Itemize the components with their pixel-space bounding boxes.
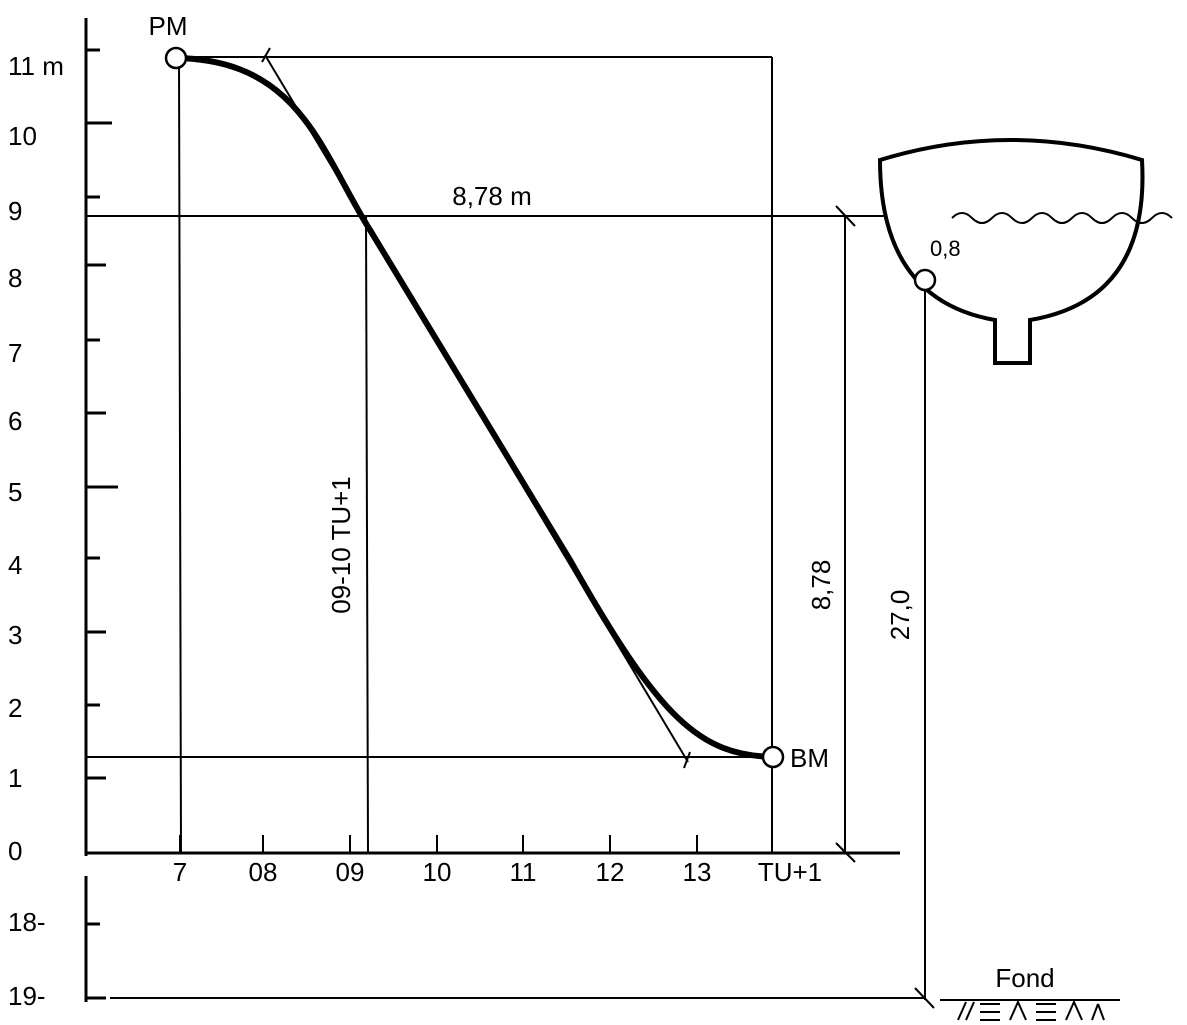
y-tick-label: 0: [8, 836, 22, 866]
y-tick-label: 18-: [8, 907, 46, 937]
annotation: 27,0: [885, 590, 915, 641]
annotation: 8,78 m: [452, 181, 532, 211]
y-tick-label: 7: [8, 338, 22, 368]
y-tick-label: 4: [8, 550, 22, 580]
x-tick-label: 13: [683, 857, 712, 887]
seabed: [940, 999, 1120, 1021]
draft-point: [913, 268, 937, 292]
point-label: PM: [149, 11, 188, 41]
annotation: 8,78: [806, 560, 836, 611]
y-tick-label: 19-: [8, 981, 46, 1011]
x-tick-label: 12: [596, 857, 625, 887]
annotation: Fond: [995, 963, 1054, 993]
point-label: BM: [790, 743, 829, 773]
tide-curve: [175, 55, 774, 760]
annotation: 0,8: [930, 236, 961, 261]
y-tick-label: 9: [8, 196, 22, 226]
x-tick-label: 10: [423, 857, 452, 887]
y-tick-label: 3: [8, 620, 22, 650]
x-ticks: 7 08 09 10 11 12 13 TU+1: [173, 835, 822, 887]
x-tick-label: TU+1: [758, 857, 822, 887]
low-water-point: [761, 745, 785, 769]
water-surface: [951, 212, 1173, 224]
y-tick-label: 1: [8, 763, 22, 793]
x-tick-label: 09: [336, 857, 365, 887]
y-tick-label: 2: [8, 693, 22, 723]
boat: [877, 138, 1145, 365]
high-water-point: [164, 46, 188, 70]
x-tick-label: 11: [510, 857, 537, 887]
y-tick-label: 5: [8, 477, 22, 507]
annotation: 09-10 TU+1: [326, 476, 356, 614]
x-tick-label: 7: [173, 857, 187, 887]
y-tick-label: 8: [8, 263, 22, 293]
y-tick-label: 10: [8, 121, 37, 151]
y-tick-label: 6: [8, 406, 22, 436]
y-tick-label: 11 m: [8, 51, 64, 81]
x-tick-label: 08: [249, 857, 278, 887]
